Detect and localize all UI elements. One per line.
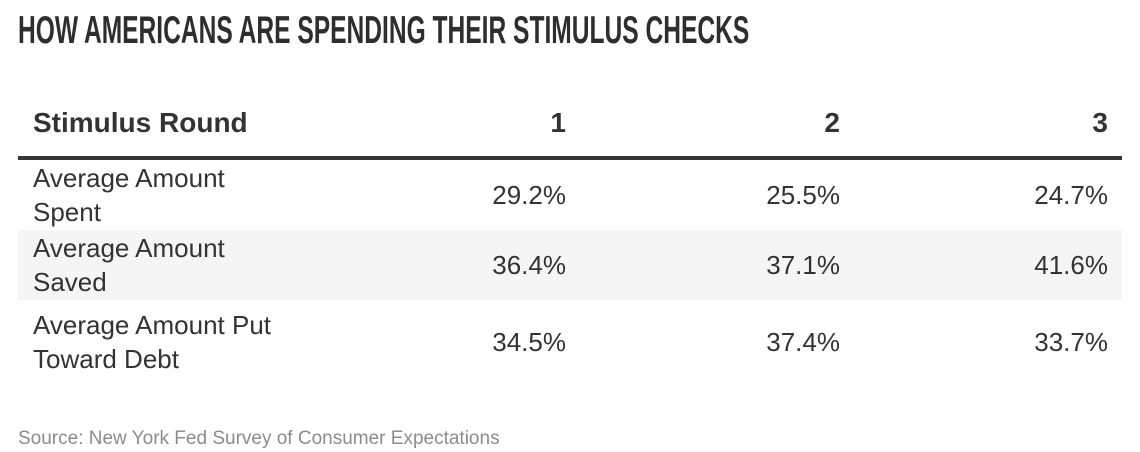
cell-value: 24.7%: [1034, 180, 1108, 210]
row-label: Average Amount Spent: [33, 163, 225, 227]
cell-value: 37.1%: [580, 230, 854, 300]
stimulus-table: Stimulus Round 1 2 3 Average Amount Spen…: [18, 91, 1122, 384]
table-row-average-amount-saved: Average Amount Saved 36.4% 37.1% 41.6%: [18, 230, 1122, 300]
cell-value: 37.4%: [766, 327, 840, 357]
cell-value: 36.4%: [306, 230, 580, 300]
cell-value: 34.5%: [492, 327, 566, 357]
row-label: Average Amount Put Toward Debt: [33, 310, 272, 374]
cell-value: 41.6%: [854, 230, 1122, 300]
cell-value: 25.5%: [766, 180, 840, 210]
column-header-round-2: 2: [580, 91, 854, 160]
column-header-stimulus-round: Stimulus Round: [18, 91, 306, 160]
row-label: Average Amount Saved: [18, 230, 306, 300]
cell-value: 33.7%: [1034, 327, 1108, 357]
table-header-row: Stimulus Round 1 2 3: [18, 91, 1122, 160]
cell-value: 29.2%: [492, 180, 566, 210]
table-row-average-amount-spent: Average Amount Spent 29.2% 25.5% 24.7%: [18, 158, 1122, 230]
page-title: HOW AMERICANS ARE SPENDING THEIR STIMULU…: [18, 11, 1140, 50]
table-row-average-amount-put-toward-debt: Average Amount Put Toward Debt 34.5% 37.…: [18, 300, 1122, 384]
column-header-round-3: 3: [854, 91, 1122, 160]
source-note: Source: New York Fed Survey of Consumer …: [18, 428, 500, 449]
column-header-round-1: 1: [306, 91, 580, 160]
stimulus-spending-table-graphic: HOW AMERICANS ARE SPENDING THEIR STIMULU…: [0, 11, 1140, 452]
page-title-text: HOW AMERICANS ARE SPENDING THEIR STIMULU…: [18, 9, 750, 52]
